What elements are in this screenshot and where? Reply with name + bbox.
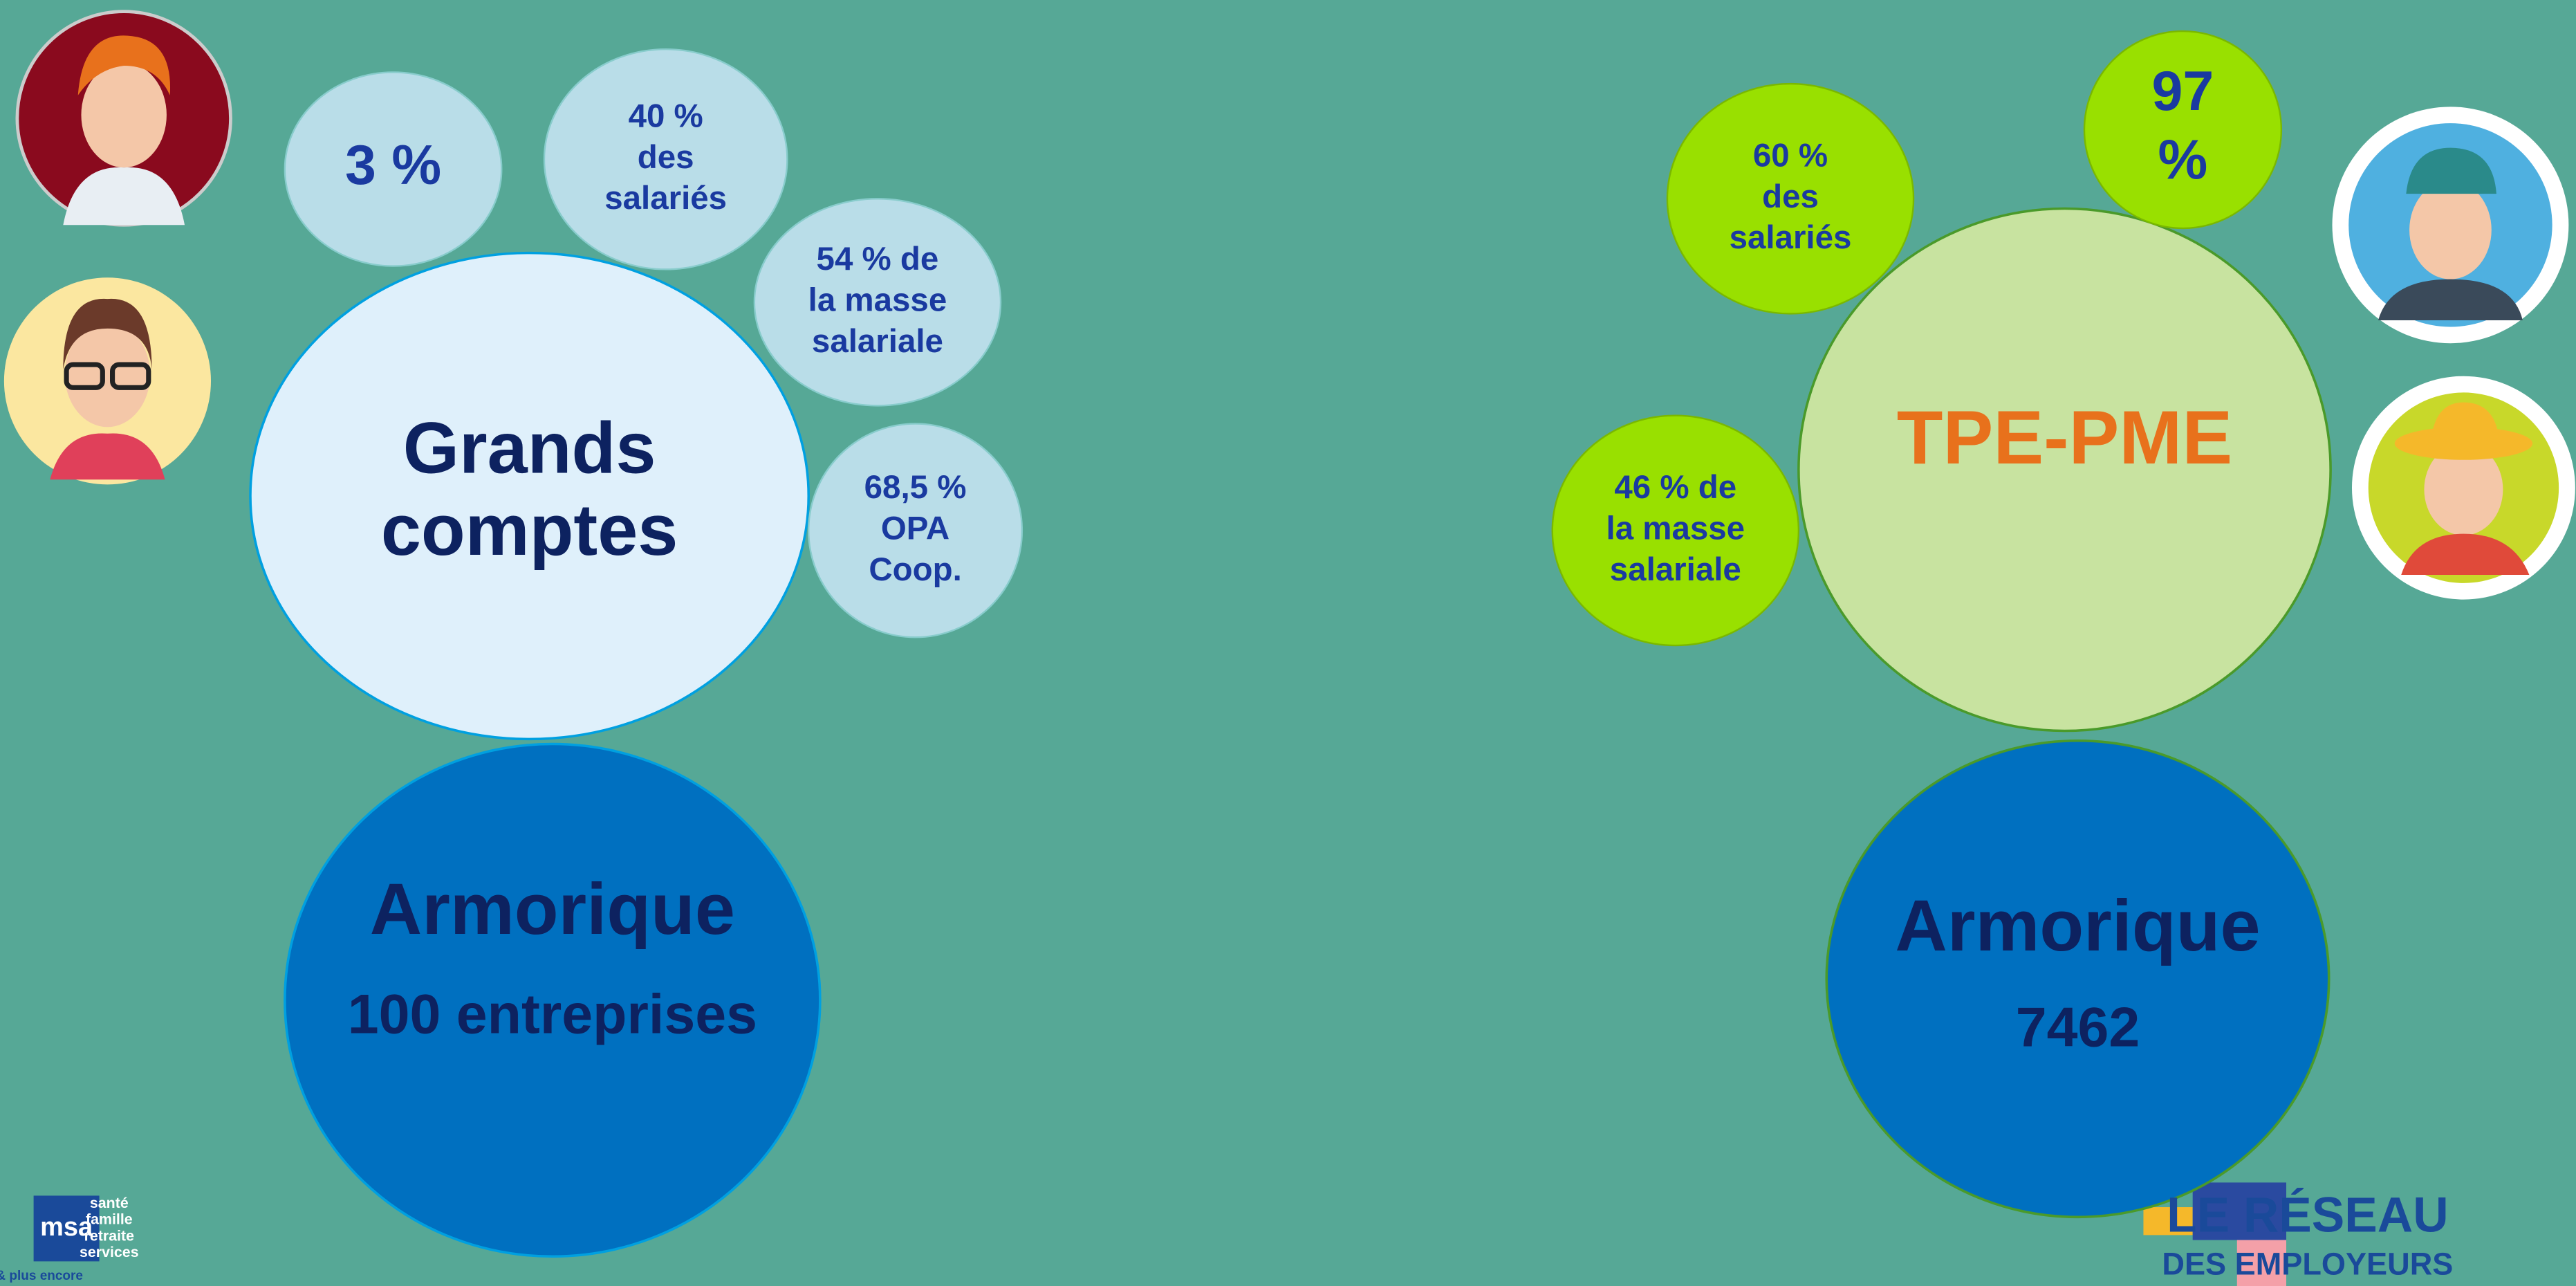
msa-tagline: L'essentiel & plus encore <box>0 1269 83 1283</box>
stat-text: 54 % de <box>817 241 939 277</box>
stat-text: Coop. <box>869 551 961 588</box>
stat-text: salariale <box>812 323 943 360</box>
stat-text: 60 % <box>1753 137 1828 174</box>
avatar <box>2351 376 2575 600</box>
base-count: 100 entreprises <box>348 983 757 1045</box>
msa-line: famille <box>86 1211 133 1228</box>
reseau-shapes <box>2143 1182 2287 1286</box>
group-title: TPE-PME <box>1897 396 2232 480</box>
stat-text: salariés <box>1730 219 1852 256</box>
msa-mark: msa <box>40 1213 93 1242</box>
base-name: Armorique <box>1895 885 2260 966</box>
msa-line: retraite <box>84 1227 135 1244</box>
stat-text: la masse <box>1606 510 1745 546</box>
stat-text: 40 % <box>629 98 703 134</box>
stat-text: 68,5 % <box>864 469 967 506</box>
stat-text: salariés <box>604 180 727 217</box>
stat-bubble <box>808 423 1023 639</box>
base-count: 7462 <box>2016 996 2140 1058</box>
group-title: Grands comptes <box>381 407 678 571</box>
stat-text: salariale <box>1610 551 1741 588</box>
stat-text: la masse <box>808 282 947 318</box>
main-circle <box>249 251 810 741</box>
stat-text: OPA <box>881 510 949 546</box>
reseau-line: DES EMPLOYEURS <box>2162 1246 2453 1281</box>
stat-bubble <box>1551 414 1800 647</box>
base-circle <box>284 742 822 1258</box>
avatar <box>3 277 212 485</box>
stat-text: % <box>2158 129 2208 192</box>
main-circle <box>1797 207 2332 733</box>
stat-text: des <box>1762 178 1819 215</box>
stat-bubble <box>284 71 503 267</box>
reseau-line: LE RÉSEAU <box>2167 1188 2449 1242</box>
msa-logo <box>33 1195 100 1262</box>
stat-text: 97 <box>2152 60 2214 122</box>
msa-line: santé <box>90 1195 129 1211</box>
stat-text: des <box>638 139 694 176</box>
stat-bubble <box>753 198 1002 407</box>
base-name: Armorique <box>370 869 735 950</box>
base-circle <box>1825 739 2331 1219</box>
avatar <box>2332 107 2569 344</box>
avatar <box>15 10 232 227</box>
stat-bubble <box>1666 82 1915 315</box>
stat-text: 3 % <box>345 134 441 196</box>
msa-line: services <box>80 1244 139 1260</box>
stat-text: 46 % de <box>1614 469 1736 506</box>
stat-bubble <box>2083 30 2283 230</box>
stat-bubble <box>543 48 788 270</box>
